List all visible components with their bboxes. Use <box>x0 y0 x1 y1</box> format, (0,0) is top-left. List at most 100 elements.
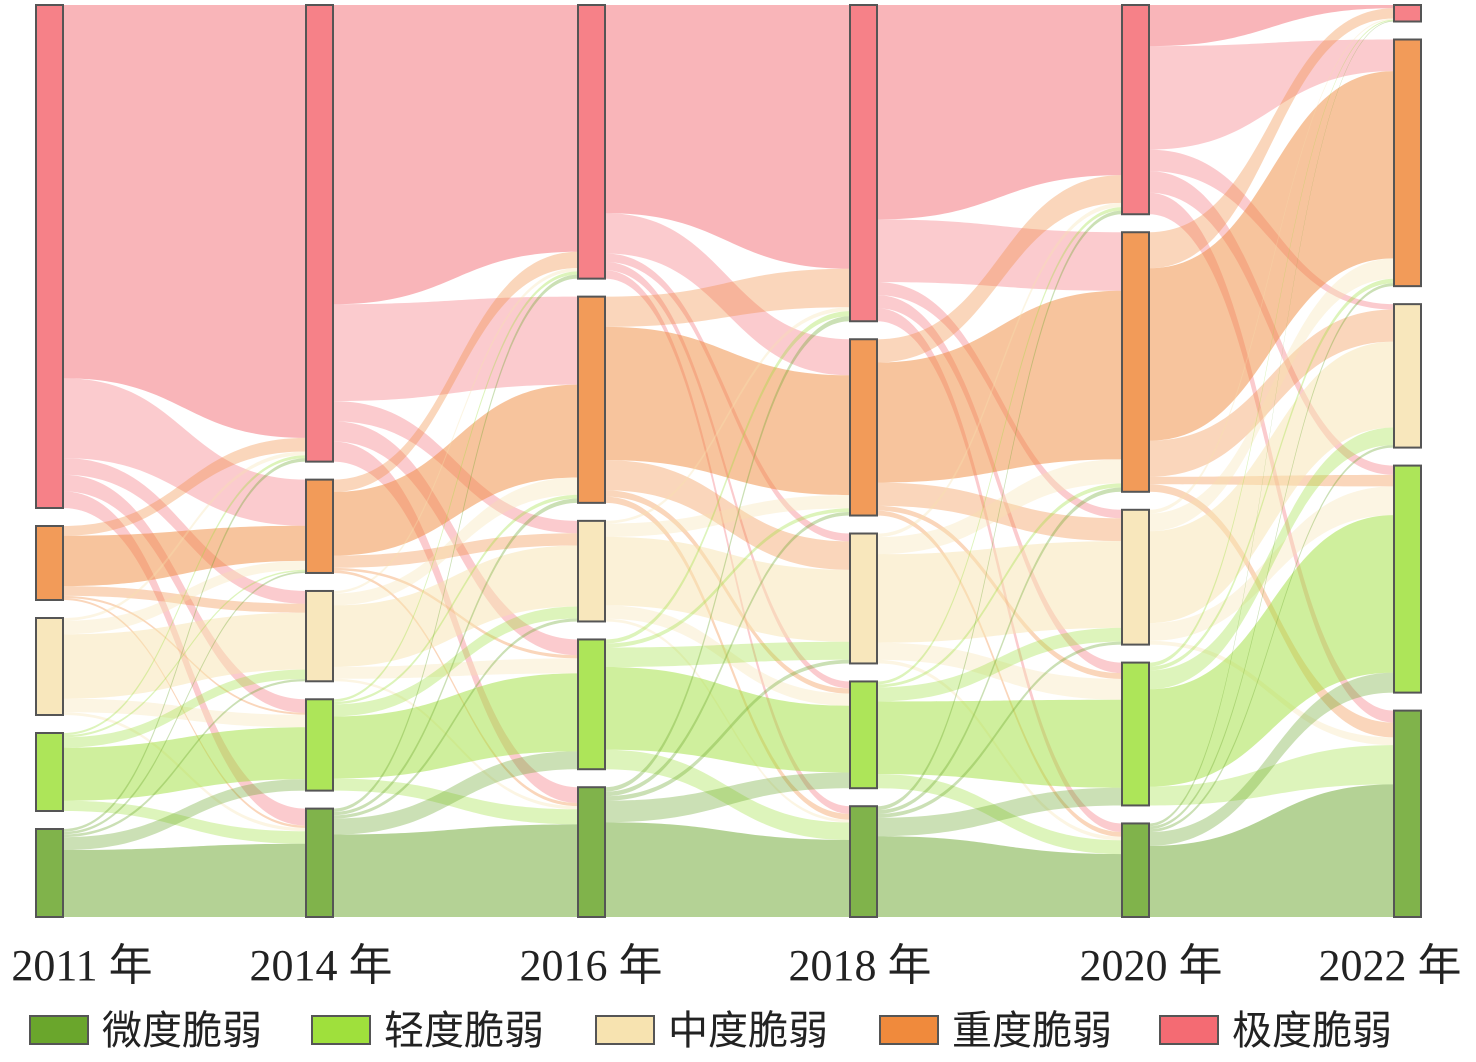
legend-swatch <box>29 1015 89 1045</box>
flow-link <box>63 612 306 699</box>
flow-link <box>1149 341 1394 624</box>
flow-link <box>877 836 1122 917</box>
flow-link <box>605 5 850 269</box>
node-bar <box>305 698 334 792</box>
flow-link <box>1149 784 1394 917</box>
year-axis: 2011 年 2014 年 2016 年 2018 年 2020 年 2022 年 <box>11 941 1461 990</box>
flow-link <box>63 843 306 917</box>
flow-link <box>1149 427 1394 690</box>
flow-link <box>63 474 306 713</box>
node-bar <box>35 828 64 918</box>
node-bar <box>305 807 334 919</box>
flow-link <box>333 778 578 825</box>
flow-link <box>1149 278 1394 671</box>
flow-link <box>877 510 1122 837</box>
node-bar <box>1121 508 1150 646</box>
node-bar <box>35 525 64 601</box>
legend-swatch <box>879 1015 939 1045</box>
flow-link <box>1149 18 1394 514</box>
flow-link <box>63 451 306 621</box>
flow-link <box>63 525 306 587</box>
node-bar <box>577 4 606 280</box>
flow-link <box>1149 71 1394 441</box>
node-bar <box>577 786 606 918</box>
flow-link <box>1149 8 1394 269</box>
flow-link <box>605 641 850 668</box>
node-bar <box>305 4 334 463</box>
node-bar <box>305 478 334 574</box>
flow-link <box>333 498 578 816</box>
flow-link <box>605 270 850 814</box>
flow-link <box>63 698 306 728</box>
node-bar <box>1121 822 1150 918</box>
flow-link <box>605 511 850 797</box>
flow-link <box>333 271 578 702</box>
node-bar <box>577 519 606 623</box>
flow-link <box>605 749 850 840</box>
legend-swatch <box>1159 1015 1219 1045</box>
flow-link <box>605 605 850 706</box>
flow-link <box>333 477 578 606</box>
flow-link <box>63 571 306 835</box>
flow-link <box>877 482 1122 542</box>
flow-link <box>333 251 578 492</box>
flow-link <box>333 421 578 656</box>
flow-link <box>605 822 850 917</box>
flow-link <box>1149 486 1394 641</box>
node-bar <box>1393 303 1422 449</box>
flow-link <box>877 627 1122 702</box>
legend-swatch <box>311 1015 371 1045</box>
flow-link <box>1149 309 1394 477</box>
node-bar <box>305 589 334 683</box>
node-bar <box>1121 4 1150 216</box>
legend-label: 微度脆弱 <box>102 1008 262 1054</box>
flow-link <box>1149 5 1394 47</box>
flow-link <box>63 5 306 438</box>
flow-link <box>605 772 850 823</box>
year-tick-label: 2014 年 <box>250 941 393 990</box>
flow-link <box>1149 19 1394 667</box>
flow-link <box>605 496 850 820</box>
flow-link <box>605 460 850 570</box>
flow-link <box>1149 283 1394 830</box>
flow-link <box>333 570 578 807</box>
flow-link <box>877 483 1122 688</box>
node-bar <box>1393 709 1422 919</box>
flow-link <box>63 378 306 526</box>
flow-link <box>605 495 850 537</box>
node-bar <box>35 732 64 812</box>
flow-link <box>333 606 578 717</box>
flow-link <box>605 311 850 644</box>
flow-link <box>333 545 578 667</box>
year-tick-label: 2022 年 <box>1319 941 1462 990</box>
node-bar <box>577 295 606 504</box>
flow-link <box>1149 745 1394 806</box>
flow-link <box>605 268 850 327</box>
flow-link <box>333 384 578 556</box>
flow-link <box>1149 515 1394 787</box>
flow-link <box>877 641 1122 818</box>
node-bar <box>849 4 878 323</box>
flow-link <box>63 560 306 635</box>
year-tick-label: 2018 年 <box>789 941 932 990</box>
node-bar <box>849 338 878 517</box>
flow-link <box>1149 445 1394 833</box>
flow-link <box>605 659 850 801</box>
flow-link <box>1149 39 1394 150</box>
node-bar <box>849 680 878 790</box>
flow-link <box>877 541 1122 643</box>
flow-link <box>333 494 578 705</box>
flow-link <box>63 727 306 801</box>
legend: 微度脆弱 轻度脆弱 中度脆弱 重度脆弱 极度脆弱 <box>29 1008 1392 1054</box>
flow-link <box>605 213 850 376</box>
flow-link <box>333 274 578 812</box>
flow-links <box>63 5 1394 917</box>
flow-link <box>333 673 578 779</box>
flow-link <box>605 316 850 792</box>
flow-link <box>877 290 1122 483</box>
flow-link <box>1149 672 1394 846</box>
flow-link <box>877 202 1122 538</box>
node-bar <box>1393 464 1422 694</box>
flow-link <box>63 669 306 748</box>
flow-link <box>605 536 850 642</box>
